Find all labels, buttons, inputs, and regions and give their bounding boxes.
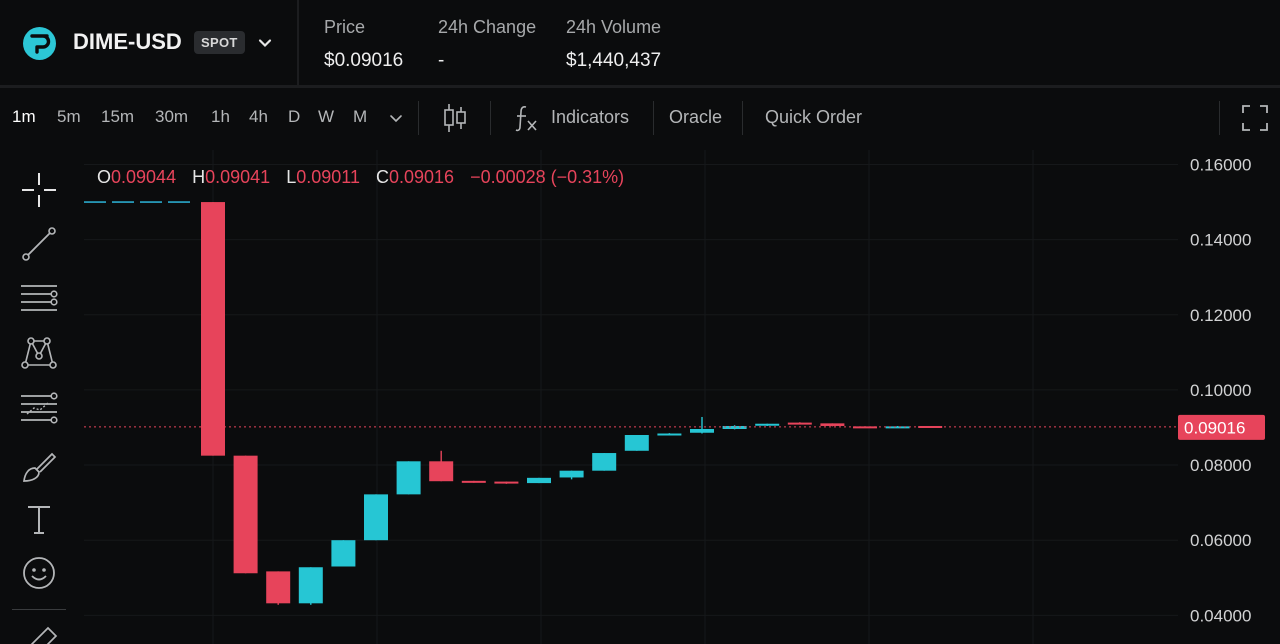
candle-body bbox=[559, 470, 584, 478]
pattern-tool-icon[interactable] bbox=[18, 332, 60, 374]
pair-name: DIME-USD bbox=[73, 29, 182, 54]
price-chart[interactable]: 0.16000 0.14000 0.12000 0.10000 0.08000 0.060… bbox=[84, 150, 1280, 644]
toolbar-divider bbox=[418, 101, 419, 135]
change-label: 24h Change bbox=[438, 17, 537, 37]
candle-body bbox=[461, 480, 486, 483]
trend-line-icon[interactable] bbox=[18, 223, 60, 265]
crosshair-icon[interactable] bbox=[18, 169, 60, 211]
candle-body bbox=[233, 455, 258, 574]
last-price-label: 0.09016 bbox=[1184, 418, 1245, 437]
rail-divider bbox=[12, 609, 66, 610]
ohlc-close-key: C bbox=[375, 167, 389, 187]
candle-body bbox=[885, 426, 910, 429]
ohlc-high-value: 0.09041 bbox=[205, 167, 271, 187]
timeframe-30m[interactable]: 30m bbox=[155, 107, 189, 126]
ohlc-close-value: 0.09016 bbox=[388, 167, 455, 187]
ohlc-low-value: 0.09011 bbox=[296, 167, 360, 187]
chevron-down-icon[interactable] bbox=[256, 34, 274, 52]
emoji-icon[interactable] bbox=[18, 552, 60, 594]
candle-body bbox=[494, 481, 519, 484]
change-value: - bbox=[438, 50, 445, 71]
timeframe-5m[interactable]: 5m bbox=[57, 107, 81, 126]
candle-body bbox=[298, 567, 323, 604]
ohlc-high-key: H bbox=[192, 167, 206, 187]
volume-value: $1,440,437 bbox=[566, 50, 662, 71]
timeframe-15m[interactable]: 15m bbox=[101, 107, 135, 126]
y-axis-tick-label: 0.14000 bbox=[1190, 231, 1251, 250]
y-axis-tick-label: 0.10000 bbox=[1190, 381, 1251, 400]
candle-body bbox=[331, 540, 356, 567]
market-selector[interactable]: DIME-USD SPOT bbox=[0, 0, 298, 86]
last-price-tag bbox=[1178, 414, 1265, 440]
candle-body bbox=[527, 477, 551, 484]
candle-body bbox=[787, 422, 812, 425]
ruler-icon[interactable] bbox=[18, 624, 60, 644]
timeframe-4h[interactable]: 4h bbox=[249, 107, 268, 126]
indicators-fx-icon[interactable] bbox=[512, 103, 540, 133]
ohlc-open-key: O bbox=[97, 167, 112, 187]
timeframe-w[interactable]: W bbox=[318, 107, 335, 126]
ohlc-change-value: −0.00028 (−0.31%) bbox=[470, 167, 625, 187]
quick-order-button[interactable]: Quick Order bbox=[765, 107, 863, 127]
change-stat: 24h Change - bbox=[438, 17, 536, 72]
y-axis-tick-label: 0.12000 bbox=[1190, 306, 1251, 325]
price-label: Price bbox=[324, 17, 366, 37]
candle-body bbox=[201, 202, 225, 456]
header-divider bbox=[297, 0, 299, 86]
candle-body bbox=[657, 433, 682, 436]
oracle-button[interactable]: Oracle bbox=[669, 107, 723, 127]
candle-body bbox=[690, 428, 714, 433]
timeframe-m[interactable]: M bbox=[353, 107, 368, 126]
candle-body bbox=[624, 435, 649, 451]
candle-body bbox=[820, 423, 845, 426]
y-axis-tick-label: 0.16000 bbox=[1190, 156, 1251, 175]
drawing-tools-rail bbox=[0, 150, 80, 644]
chart-toolbar: 1m 5m 15m 30m 1h 4h D W M Indicators Ora… bbox=[0, 88, 1280, 148]
ohlc-open-value: 0.09044 bbox=[111, 167, 177, 187]
timeframe-1h[interactable]: 1h bbox=[211, 107, 230, 126]
timeframe-chevron-down-icon[interactable] bbox=[388, 110, 404, 126]
candle-body bbox=[364, 494, 388, 541]
indicators-button[interactable]: Indicators bbox=[551, 107, 630, 127]
price-value: $0.09016 bbox=[324, 50, 404, 71]
toolbar-divider bbox=[1219, 101, 1220, 135]
toolbar-divider bbox=[742, 101, 743, 135]
volume-label: 24h Volume bbox=[566, 17, 662, 37]
market-type-badge: SPOT bbox=[194, 31, 245, 54]
header-bottom-border bbox=[0, 85, 1280, 88]
prediction-tool-icon[interactable] bbox=[18, 388, 60, 430]
candle-body bbox=[722, 425, 747, 429]
timeframe-1m[interactable]: 1m bbox=[12, 107, 36, 126]
candles-chart-type-icon[interactable] bbox=[441, 101, 469, 135]
horizontal-lines-icon[interactable] bbox=[18, 278, 60, 320]
y-axis-tick-label: 0.08000 bbox=[1190, 456, 1251, 475]
y-axis-tick-label: 0.06000 bbox=[1190, 531, 1251, 550]
price-stat: Price $0.09016 bbox=[324, 17, 403, 72]
toolbar-divider bbox=[653, 101, 654, 135]
timeframe-d[interactable]: D bbox=[288, 107, 301, 126]
fullscreen-icon[interactable] bbox=[1241, 104, 1269, 132]
candle-body bbox=[396, 461, 421, 495]
candle-body bbox=[429, 461, 454, 482]
candle-body bbox=[755, 423, 780, 426]
toolbar-divider bbox=[490, 101, 491, 135]
dime-token-logo-icon bbox=[23, 27, 56, 60]
ohlc-legend: O0.09044 H0.09041 L0.09011 C0.09016 −0.0… bbox=[97, 167, 635, 188]
candle-body bbox=[592, 453, 617, 471]
ohlc-low-key: L bbox=[286, 167, 297, 187]
candle-body bbox=[266, 571, 291, 604]
text-tool-icon[interactable] bbox=[18, 498, 60, 540]
volume-stat: 24h Volume $1,440,437 bbox=[566, 17, 661, 72]
brush-icon[interactable] bbox=[18, 445, 60, 487]
market-header: DIME-USD SPOT Price $0.09016 24h Change … bbox=[0, 0, 1280, 86]
y-axis-tick-label: 0.04000 bbox=[1190, 606, 1251, 625]
